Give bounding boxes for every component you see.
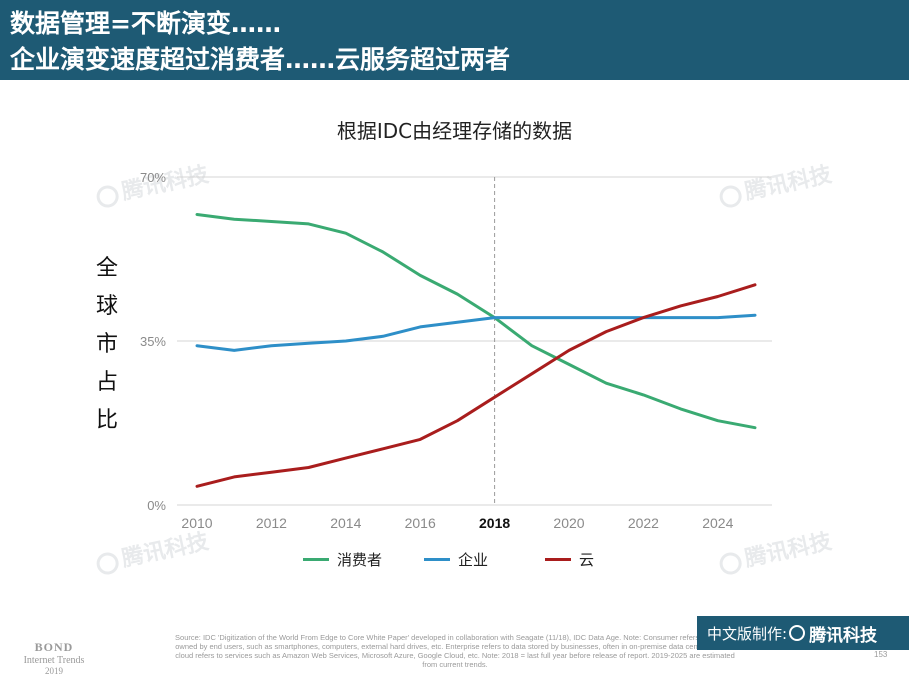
x-tick-label: 2020 [553,515,584,531]
x-tick-label: 2018 [479,515,510,531]
series-line [195,313,757,352]
series-line [195,213,757,430]
badge-brand: 腾讯科技 [809,625,878,646]
chart-title: 根据IDC由经理存储的数据 [336,119,573,143]
x-tick-label: 2012 [256,515,287,531]
y-tick-label: 0% [147,498,166,513]
series-line [195,283,757,488]
y-axis-label-char: 占 [95,370,118,395]
x-tick-label: 2022 [628,515,659,531]
y-axis-label-char: 比 [95,408,118,433]
y-axis-label-char: 全 [95,256,118,281]
legend-swatch [545,558,571,561]
x-tick-label: 2024 [702,515,733,531]
source-footnote: Source: IDC 'Digitization of the World F… [175,633,735,669]
x-tick-label: 2010 [181,515,212,531]
y-axis-label-char: 市 [95,332,118,357]
header-line-1: 数据管理=不断演变…… [10,9,281,38]
bond-year: 2019 [45,666,63,676]
legend-label: 消费者 [337,551,383,569]
legend-item-cloud: 云 [545,549,594,570]
badge-prefix: 中文版制作: [707,624,788,643]
x-tick-label: 2014 [330,515,361,531]
page-number: 153 [874,650,888,659]
bond-subtitle: Internet Trends [23,655,85,666]
header-banner: 数据管理=不断演变…… 企业演变速度超过消费者……云服务超过两者 [0,0,909,80]
y-tick-label: 35% [140,334,166,349]
y-axis-label: 全 球 市 占 比 [92,250,122,440]
chart-legend: 消费者 企业 云 [0,549,909,571]
legend-swatch [303,558,329,561]
y-axis-label-char: 球 [95,294,118,319]
legend-item-enterprise: 企业 [424,549,488,570]
y-tick-label: 70% [140,170,166,185]
legend-label: 企业 [458,551,489,569]
legend-item-consumer: 消费者 [303,549,382,570]
legend-label: 云 [579,551,595,569]
legend-swatch [424,558,450,561]
bond-logo: BOND Internet Trends 2019 [14,640,94,676]
bond-title: BOND [34,640,74,654]
header-line-2: 企业演变速度超过消费者……云服务超过两者 [10,45,511,74]
x-tick-label: 2016 [405,515,436,531]
translation-credit-badge: 中文版制作: 腾讯科技 [697,616,909,650]
tencent-logo-icon [789,625,806,641]
